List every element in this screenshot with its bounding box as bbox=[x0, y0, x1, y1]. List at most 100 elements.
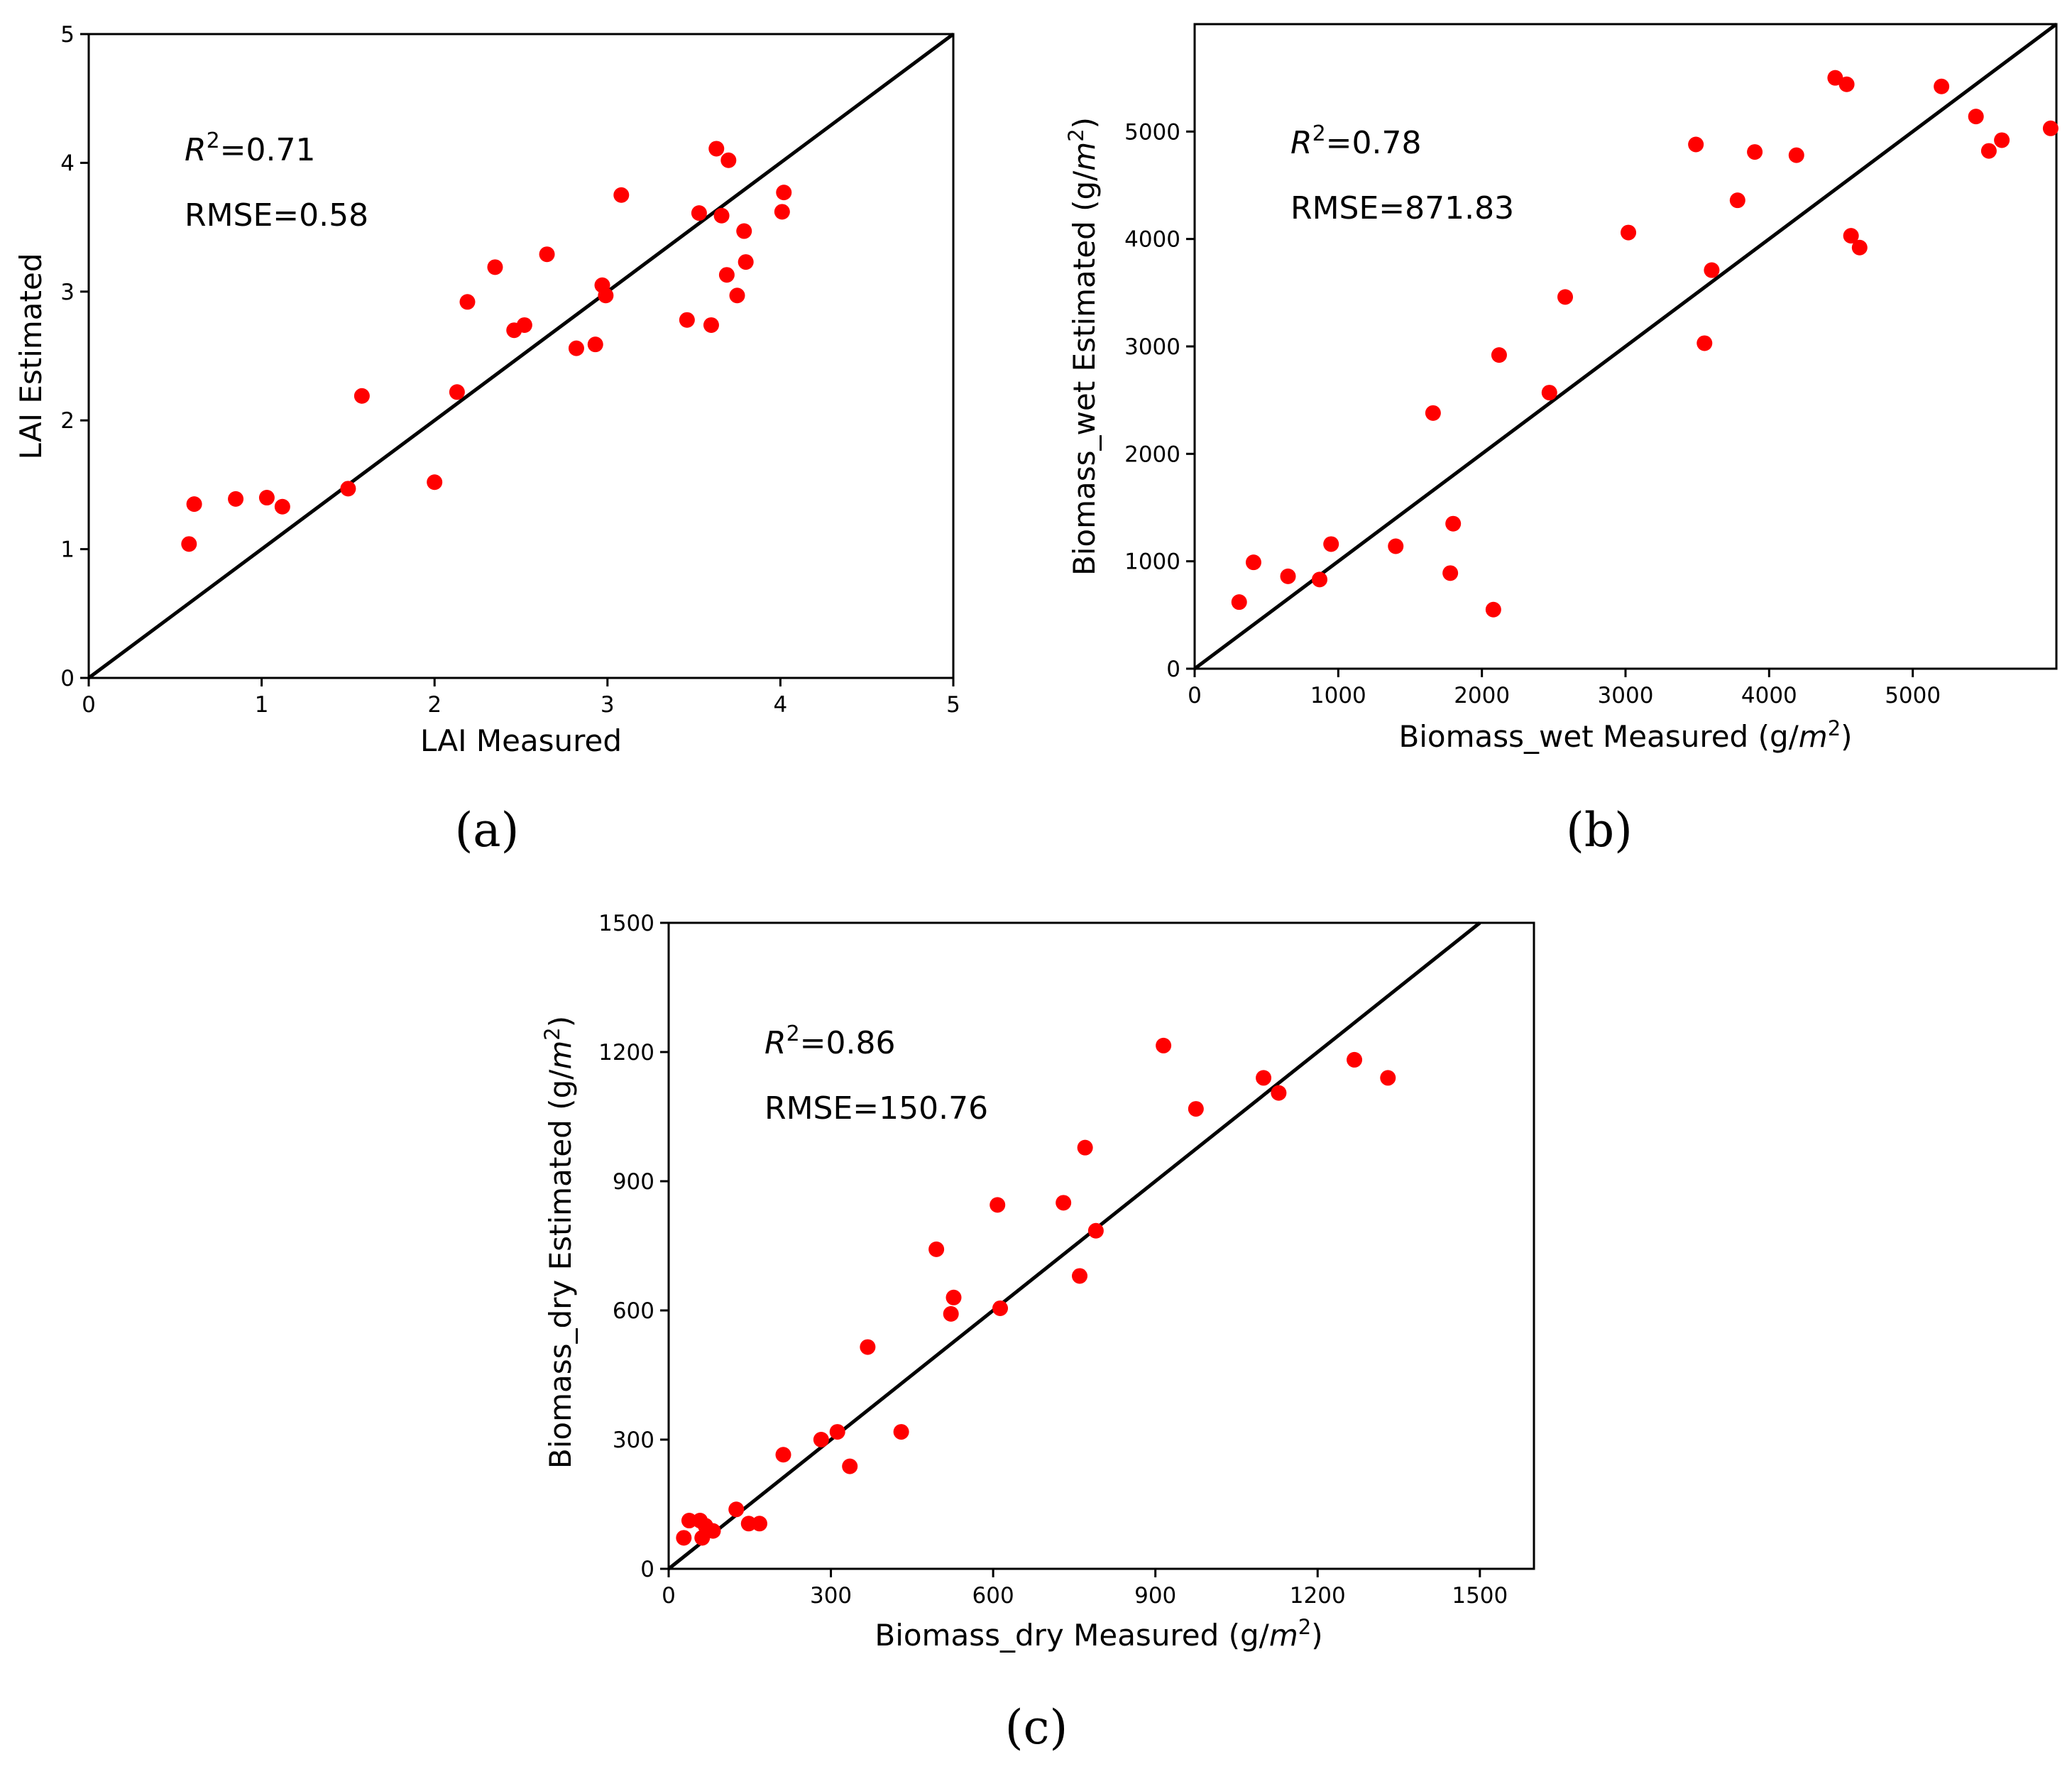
panel-a-y-tick-label: 1 bbox=[60, 537, 75, 563]
panel-c-points bbox=[676, 1037, 1396, 1546]
panel-a-x-tick-label: 2 bbox=[427, 692, 442, 718]
panel-b-data-point bbox=[1788, 147, 1804, 163]
panel-a-r2-annotation: R2=0.71 bbox=[185, 128, 316, 168]
panel-a-y-axis-label: LAI Estimated bbox=[13, 253, 48, 459]
panel-c-data-point bbox=[740, 1516, 757, 1532]
panel-b-y-tick-label: 0 bbox=[1166, 657, 1180, 682]
panel-b-data-point bbox=[1557, 289, 1574, 305]
panel-b-data-point bbox=[1827, 70, 1843, 86]
panel-b-y-tick-label: 5000 bbox=[1124, 119, 1180, 145]
panel-a-data-point bbox=[449, 384, 465, 400]
panel-b-data-point bbox=[1994, 132, 2010, 148]
panel-c-data-point bbox=[829, 1424, 845, 1440]
panel-a-data-point bbox=[539, 246, 555, 263]
panel-b-one-to-one-line bbox=[1193, 22, 2058, 671]
panel-c-data-point bbox=[990, 1197, 1006, 1213]
panel-b-y-tick-label: 4000 bbox=[1124, 227, 1180, 253]
panel-b-x-tick-label: 0 bbox=[1188, 683, 1202, 708]
panel-c-y-tick-label: 300 bbox=[613, 1428, 654, 1453]
panel-b-x-axis-label: Biomass_wet Measured (g/m2) bbox=[1398, 716, 1852, 754]
panel-b-x-ticks: 0 1000 2000 3000 4000 5000 bbox=[1188, 669, 1941, 708]
panel-c-x-tick-label: 1500 bbox=[1452, 1583, 1508, 1609]
panel-c-data-point bbox=[813, 1432, 829, 1447]
panel-a-data-point bbox=[738, 254, 754, 270]
panel-a-x-tick-label: 3 bbox=[601, 692, 615, 718]
panel-c-y-tick-label: 900 bbox=[613, 1169, 654, 1195]
panel-b-rmse-annotation: RMSE=871.83 bbox=[1290, 190, 1514, 226]
panel-c-y-tick-label: 600 bbox=[613, 1298, 654, 1324]
panel-c-x-axis-label: Biomass_dry Measured (g/m2) bbox=[875, 1615, 1322, 1653]
panel-b-x-tick-label: 3000 bbox=[1598, 683, 1654, 708]
panel-a-x-axis-label: LAI Measured bbox=[420, 723, 622, 758]
panel-c-data-point bbox=[1347, 1051, 1363, 1068]
panel-a-y-tick-label: 4 bbox=[60, 150, 75, 176]
panel-a-data-point bbox=[427, 474, 443, 491]
panel-a-data-point bbox=[258, 490, 275, 506]
panel-a-one-to-one-line bbox=[87, 32, 955, 680]
panel-c-data-point bbox=[676, 1530, 692, 1546]
panel-b-data-point bbox=[1688, 136, 1704, 153]
panel-b-data-point bbox=[1980, 143, 1997, 159]
panel-a-data-point bbox=[516, 317, 532, 333]
panel-a-points bbox=[181, 141, 792, 552]
panel-c-one-to-one-line bbox=[667, 921, 1481, 1570]
panel-c-data-point bbox=[1087, 1222, 1104, 1239]
panel-a-label: (a) bbox=[455, 803, 520, 858]
panel-b-data-point bbox=[1843, 228, 1859, 244]
panel-c-data-point bbox=[728, 1501, 745, 1518]
panel-b-x-tick-label: 2000 bbox=[1454, 683, 1510, 708]
panel-b-points bbox=[1231, 70, 2059, 618]
panel-b-r2-annotation: R2=0.78 bbox=[1290, 121, 1422, 161]
panel-c-x-tick-label: 0 bbox=[662, 1583, 676, 1609]
panel-a-data-point bbox=[186, 496, 202, 513]
panel-c-rmse-annotation: RMSE=150.76 bbox=[764, 1090, 988, 1127]
panel-a-data-point bbox=[720, 152, 737, 168]
panel-a-x-ticks: 0 1 2 3 4 5 bbox=[82, 678, 960, 718]
panel-a-y-tick-label: 5 bbox=[60, 22, 75, 48]
panel-c-data-point bbox=[1188, 1101, 1204, 1117]
panel-a-data-point bbox=[487, 259, 503, 275]
panel-a-data-point bbox=[708, 141, 725, 157]
panel-a-y-tick-label: 0 bbox=[60, 666, 75, 691]
panel-c-data-point bbox=[893, 1424, 909, 1440]
panel-b-data-point bbox=[1696, 335, 1713, 351]
panel-a-data-point bbox=[679, 312, 695, 328]
panel-a-data-point bbox=[353, 388, 370, 404]
panel-b-data-point bbox=[1445, 515, 1462, 532]
panel-c-data-point bbox=[775, 1447, 791, 1463]
panel-b-data-point bbox=[1491, 347, 1507, 363]
panel-a-x-tick-label: 0 bbox=[82, 692, 96, 718]
panel-a-data-point bbox=[340, 481, 356, 497]
panel-b-data-point bbox=[1838, 76, 1855, 92]
panel-a-data-point bbox=[776, 185, 792, 201]
panel-a-data-point bbox=[181, 536, 197, 552]
panel-b-data-point bbox=[1231, 594, 1247, 610]
panel-b-y-tick-label: 1000 bbox=[1124, 549, 1180, 575]
panel-a-rmse-annotation: RMSE=0.58 bbox=[185, 197, 368, 234]
panel-a-data-point bbox=[598, 287, 614, 304]
panel-a-data-point bbox=[718, 267, 735, 283]
panel-c-data-point bbox=[1256, 1070, 1272, 1086]
panel-a-data-point bbox=[568, 340, 584, 356]
panel-c-data-point bbox=[1072, 1268, 1088, 1284]
panel-a-data-point bbox=[729, 287, 745, 304]
panel-b-data-point bbox=[1425, 405, 1441, 421]
panel-b-data-point bbox=[1851, 239, 1868, 256]
panel-a-x-tick-label: 4 bbox=[774, 692, 788, 718]
panel-c-y-tick-label: 0 bbox=[640, 1557, 654, 1582]
panel-b-data-point bbox=[1729, 192, 1745, 209]
panel-a-data-point bbox=[587, 336, 603, 353]
panel-a-y-tick-label: 3 bbox=[60, 280, 75, 305]
panel-a-data-point bbox=[703, 317, 719, 333]
panel-c-data-point bbox=[943, 1305, 959, 1322]
panel-a-plot-frame bbox=[87, 33, 955, 679]
panel-a-data-point bbox=[713, 207, 730, 224]
panel-a-y-tick-label: 2 bbox=[60, 408, 75, 434]
panel-c-data-point bbox=[1380, 1070, 1396, 1086]
panel-c-data-point bbox=[860, 1339, 876, 1355]
panel-c-data-point bbox=[928, 1241, 945, 1257]
panel-c-scatter-chart: 0 300 600 900 1200 1500 0 300 600 900 1200 1500 R2… bbox=[540, 911, 1535, 1755]
panel-b-data-point bbox=[1747, 144, 1763, 160]
panel-c-y-tick-label: 1200 bbox=[598, 1040, 654, 1066]
